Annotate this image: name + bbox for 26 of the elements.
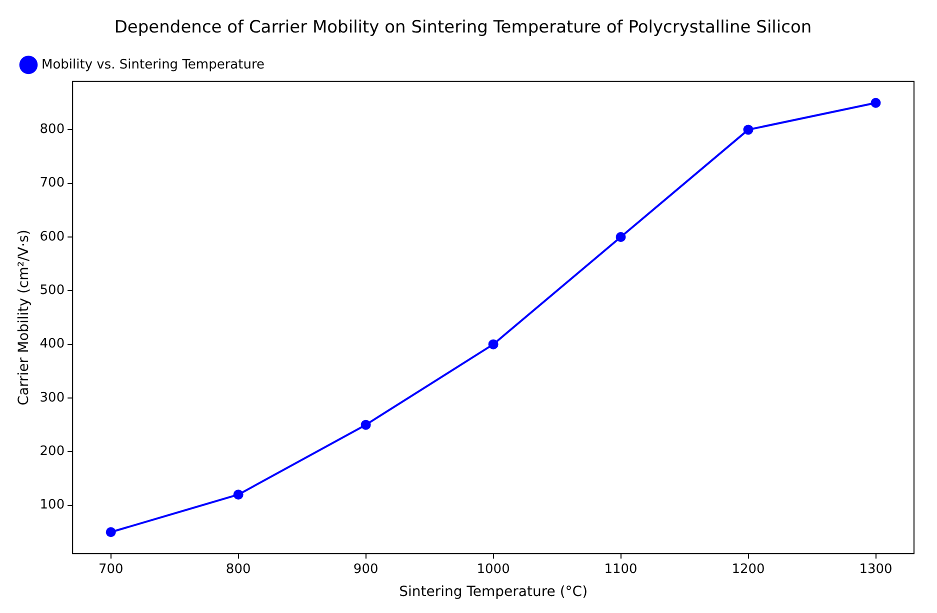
- chart-title: Dependence of Carrier Mobility on Sintering Temperature of Polycrystalline Silicon: [114, 18, 812, 38]
- y-tick-label: 100: [40, 498, 65, 513]
- y-tick-label: 800: [40, 122, 65, 138]
- y-tick-label: 400: [40, 336, 65, 352]
- point: [870, 98, 881, 108]
- point: [743, 124, 754, 135]
- x-tick-label: 1100: [604, 562, 638, 577]
- point: [233, 490, 244, 500]
- x-tick-label: 800: [226, 562, 251, 577]
- y-tick-label: 700: [40, 176, 65, 191]
- x-tick-label: 900: [353, 562, 378, 577]
- point: [488, 339, 498, 350]
- y-tick-label: 300: [40, 390, 65, 406]
- y-axis-title: Carrier Mobility (cm²/V·s): [16, 230, 32, 406]
- x-tick-label: 1200: [732, 562, 765, 577]
- point: [616, 232, 626, 242]
- y-tick-label: 600: [40, 229, 65, 244]
- legend-label: Mobility vs. Sintering Temperature: [42, 57, 265, 72]
- y-tick-label: 200: [40, 444, 65, 460]
- x-tick-label: 1000: [476, 562, 510, 577]
- point: [106, 527, 116, 538]
- x-tick-label: 700: [98, 562, 124, 577]
- y-tick-label: 500: [40, 283, 65, 298]
- x-tick-label: 1300: [859, 562, 892, 577]
- point: [360, 420, 371, 430]
- x-axis-title: Sintering Temperature (°C): [399, 584, 588, 600]
